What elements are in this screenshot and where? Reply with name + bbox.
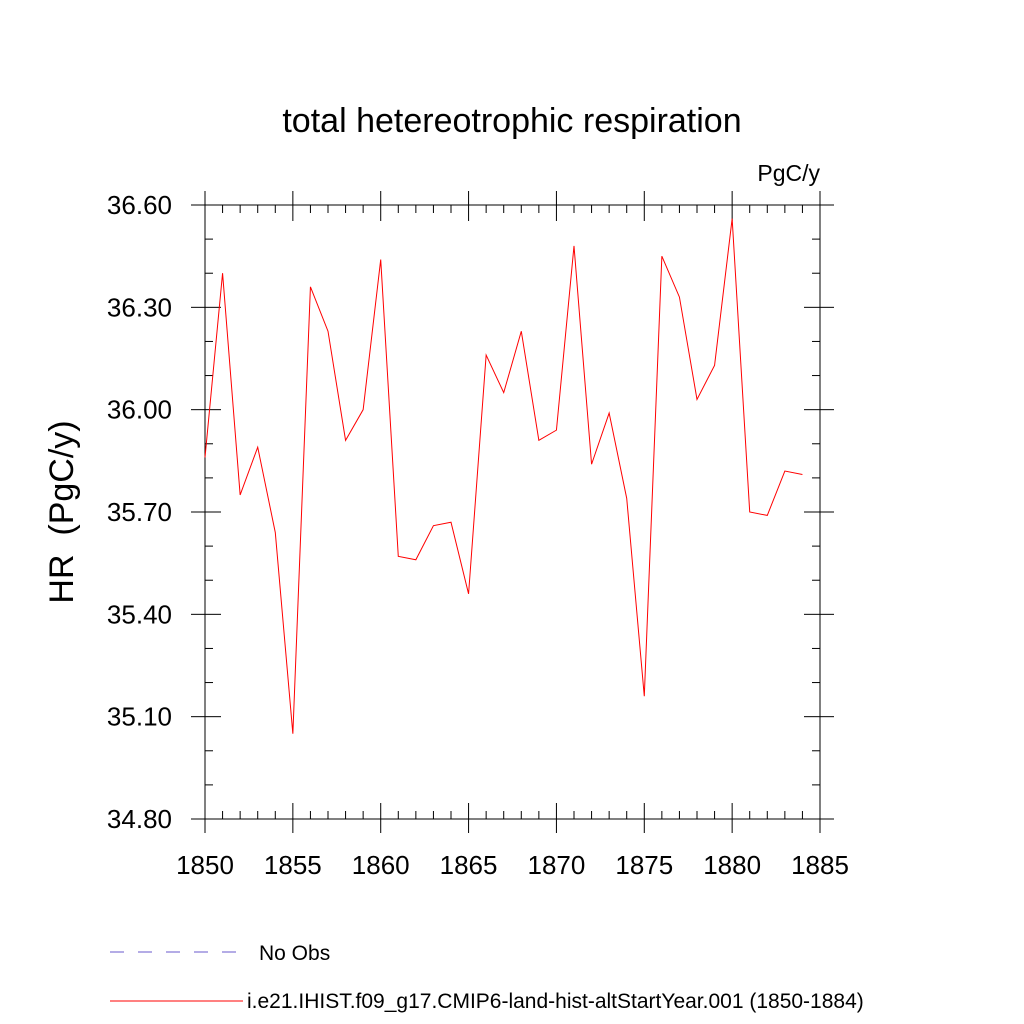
x-tick-label: 1880 <box>703 850 761 880</box>
y-axis-label: HR (PgC/y) <box>43 420 81 603</box>
chart-title: total hetereotrophic respiration <box>282 102 741 140</box>
plot-frame <box>204 204 821 820</box>
y-tick-label: 36.30 <box>107 292 172 322</box>
x-tick-labels: 1850 1855 1860 1865 1870 1875 1880 1885 <box>176 850 849 880</box>
y-tick-label: 35.40 <box>107 599 172 629</box>
x-tick-label: 1855 <box>264 850 322 880</box>
y-tick-label: 34.80 <box>107 804 172 834</box>
y-tick-label: 36.00 <box>107 395 172 425</box>
x-tick-label: 1850 <box>176 850 234 880</box>
x-tick-label: 1865 <box>440 850 498 880</box>
y-tick-label: 35.10 <box>107 702 172 732</box>
series-layer <box>204 218 803 734</box>
units-label: PgC/y <box>757 160 820 186</box>
axis-ticks <box>191 191 834 833</box>
series-line <box>204 218 803 734</box>
legend: No Obs i.e21.IHIST.f09_g17.CMIP6-land-hi… <box>110 942 864 1013</box>
legend-label-no-obs: No Obs <box>259 942 330 965</box>
legend-label-model-run: i.e21.IHIST.f09_g17.CMIP6-land-hist-altS… <box>247 990 864 1013</box>
y-tick-label: 35.70 <box>107 497 172 527</box>
x-tick-label: 1875 <box>615 850 673 880</box>
y-tick-labels: 34.80 35.10 35.40 35.70 36.00 36.30 36.60 <box>107 190 172 834</box>
x-tick-label: 1870 <box>528 850 586 880</box>
x-tick-label: 1860 <box>352 850 410 880</box>
x-tick-label: 1885 <box>791 850 849 880</box>
y-tick-label: 36.60 <box>107 190 172 220</box>
